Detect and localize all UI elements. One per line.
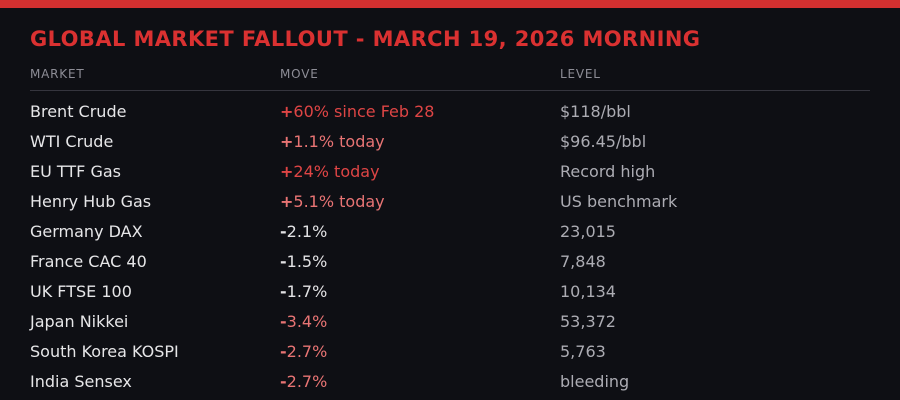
table-row: Brent Crude +60% since Feb 28 $118/bbl (30, 96, 870, 126)
move-sign: - (280, 281, 287, 301)
move-value: +5.1% today (280, 192, 560, 211)
table-row: France CAC 40 -1.5% 7,848 (30, 246, 870, 276)
market-name: Japan Nikkei (30, 311, 129, 331)
table-row: WTI Crude +1.1% today $96.45/bbl (30, 126, 870, 156)
level-value: 23,015 (560, 221, 616, 241)
table-header: MARKET MOVE LEVEL (30, 67, 870, 91)
move-value: +24% today (280, 162, 560, 181)
level-value: US benchmark (560, 191, 678, 211)
move-sign: + (280, 161, 294, 181)
move-text: 1.1% today (293, 131, 385, 151)
level-value: 5,763 (560, 341, 606, 361)
page-title: GLOBAL MARKET FALLOUT - MARCH 19, 2026 M… (30, 27, 701, 51)
move-text: 3.4% (286, 311, 328, 331)
move-sign: + (280, 191, 294, 211)
market-name: South Korea KOSPI (30, 341, 179, 361)
move-sign: - (280, 251, 287, 271)
move-value: -2.7% (280, 372, 560, 391)
move-text: 2.7% (286, 371, 328, 391)
level-value: $96.45/bbl (560, 131, 647, 151)
move-sign: - (280, 311, 287, 331)
column-header-market: MARKET (30, 67, 85, 81)
table-row: EU TTF Gas +24% today Record high (30, 156, 870, 186)
move-sign: - (280, 341, 287, 361)
table-row: Germany DAX -2.1% 23,015 (30, 216, 870, 246)
table-row: UK FTSE 100 -1.7% 10,134 (30, 276, 870, 306)
market-name: EU TTF Gas (30, 161, 121, 181)
content-area: GLOBAL MARKET FALLOUT - MARCH 19, 2026 M… (0, 26, 900, 396)
market-name: UK FTSE 100 (30, 281, 132, 301)
move-value: -2.1% (280, 222, 560, 241)
level-value: 7,848 (560, 251, 606, 271)
move-text: 1.7% (286, 281, 328, 301)
market-name: Brent Crude (30, 101, 127, 121)
market-name: Henry Hub Gas (30, 191, 152, 211)
move-value: -3.4% (280, 312, 560, 331)
column-header-level: LEVEL (560, 67, 601, 81)
move-sign: + (280, 131, 294, 151)
market-table: Brent Crude +60% since Feb 28 $118/bbl W… (30, 96, 870, 396)
move-sign: - (280, 371, 287, 391)
move-sign: - (280, 221, 287, 241)
column-header-move: MOVE (280, 67, 319, 81)
market-name: Germany DAX (30, 221, 143, 241)
move-text: 24% today (293, 161, 380, 181)
table-row: India Sensex -2.7% bleeding (30, 366, 870, 396)
move-text: 2.7% (286, 341, 328, 361)
market-name: WTI Crude (30, 131, 114, 151)
move-value: -2.7% (280, 342, 560, 361)
level-value: bleeding (560, 371, 630, 391)
level-value: 10,134 (560, 281, 616, 301)
market-name: India Sensex (30, 371, 132, 391)
level-value: 53,372 (560, 311, 616, 331)
level-value: Record high (560, 161, 656, 181)
move-text: 60% since Feb 28 (293, 101, 435, 121)
move-value: +1.1% today (280, 132, 560, 151)
move-text: 2.1% (286, 221, 328, 241)
market-name: France CAC 40 (30, 251, 147, 271)
move-value: -1.7% (280, 282, 560, 301)
table-row: Japan Nikkei -3.4% 53,372 (30, 306, 870, 336)
move-value: +60% since Feb 28 (280, 102, 560, 121)
move-value: -1.5% (280, 252, 560, 271)
table-row: Henry Hub Gas +5.1% today US benchmark (30, 186, 870, 216)
level-value: $118/bbl (560, 101, 631, 121)
move-text: 1.5% (286, 251, 328, 271)
move-sign: + (280, 101, 294, 121)
move-text: 5.1% today (293, 191, 385, 211)
top-accent-bar (0, 0, 900, 8)
table-row: South Korea KOSPI -2.7% 5,763 (30, 336, 870, 366)
